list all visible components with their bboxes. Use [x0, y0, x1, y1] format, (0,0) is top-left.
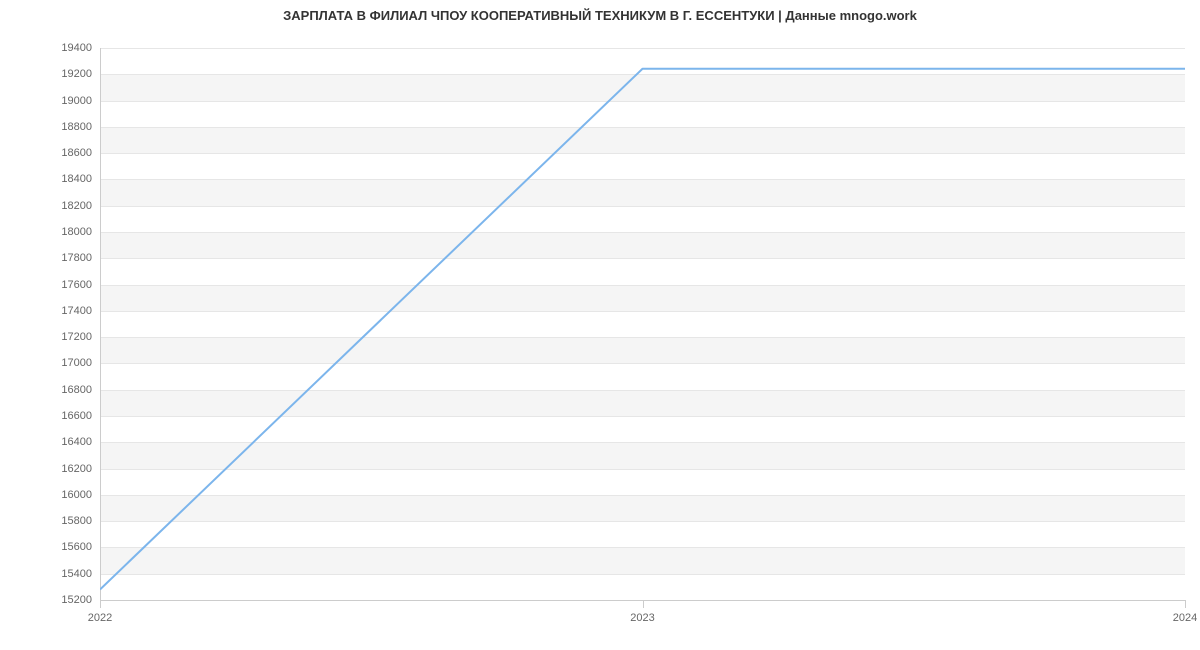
y-tick-label: 18400	[61, 173, 92, 185]
x-tick-mark	[100, 600, 101, 608]
x-tick-label: 2023	[630, 612, 654, 624]
salary-chart: ЗАРПЛАТА В ФИЛИАЛ ЧПОУ КООПЕРАТИВНЫЙ ТЕХ…	[0, 0, 1200, 650]
y-tick-label: 18200	[61, 200, 92, 212]
y-tick-label: 17000	[61, 357, 92, 369]
y-tick-label: 15800	[61, 515, 92, 527]
y-tick-label: 16000	[61, 489, 92, 501]
x-tick-mark	[1185, 600, 1186, 608]
y-tick-label: 18800	[61, 121, 92, 133]
y-tick-label: 19400	[61, 42, 92, 54]
y-tick-label: 17800	[61, 252, 92, 264]
series-line	[100, 69, 1185, 590]
y-tick-label: 17400	[61, 305, 92, 317]
y-tick-label: 18600	[61, 147, 92, 159]
x-tick-label: 2022	[88, 612, 112, 624]
x-tick-label: 2024	[1173, 612, 1197, 624]
y-tick-label: 16400	[61, 436, 92, 448]
y-tick-label: 15400	[61, 568, 92, 580]
y-tick-label: 16800	[61, 384, 92, 396]
y-tick-label: 15600	[61, 541, 92, 553]
y-tick-label: 17600	[61, 279, 92, 291]
line-layer	[100, 48, 1185, 602]
y-tick-label: 18000	[61, 226, 92, 238]
y-tick-label: 15200	[61, 594, 92, 606]
y-tick-label: 19000	[61, 95, 92, 107]
y-tick-label: 17200	[61, 331, 92, 343]
plot-area	[100, 48, 1185, 600]
y-tick-label: 16600	[61, 410, 92, 422]
chart-title: ЗАРПЛАТА В ФИЛИАЛ ЧПОУ КООПЕРАТИВНЫЙ ТЕХ…	[0, 8, 1200, 23]
y-tick-label: 16200	[61, 463, 92, 475]
y-tick-label: 19200	[61, 68, 92, 80]
x-tick-mark	[643, 600, 644, 608]
